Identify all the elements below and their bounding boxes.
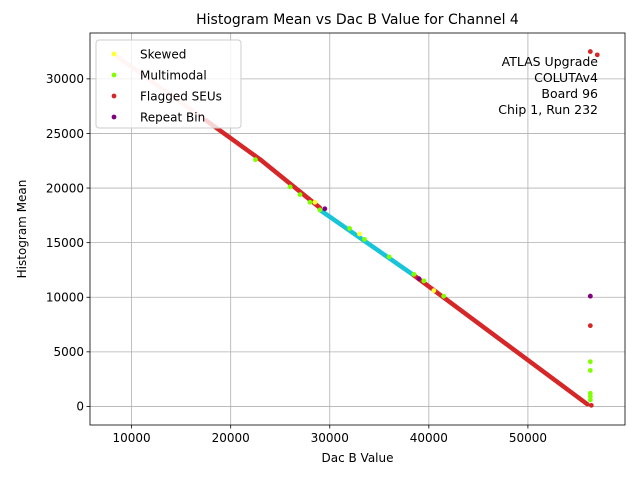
annotation-box: ATLAS Upgrade COLUTAv4 Board 96 Chip 1, …	[498, 54, 598, 117]
x-tick-label: 30000	[311, 431, 349, 445]
data-point	[421, 278, 427, 284]
data-point	[357, 231, 362, 237]
x-tick-label: 20000	[212, 431, 250, 445]
y-tick-label: 25000	[46, 127, 84, 141]
legend-frame	[95, 39, 242, 129]
y-tick-label: 30000	[46, 72, 84, 86]
data-point	[587, 359, 593, 365]
x-tick-label: 50000	[509, 431, 547, 445]
data-point	[317, 207, 323, 213]
data-point	[307, 199, 313, 205]
legend-marker	[111, 51, 117, 57]
data-point	[287, 184, 293, 190]
data-point	[416, 276, 422, 282]
y-axis-label: Histogram Mean	[15, 180, 29, 279]
data-point	[441, 293, 447, 299]
data-point	[253, 157, 258, 163]
data-point	[362, 236, 367, 242]
series-line-segment	[258, 157, 323, 210]
data-point	[587, 49, 593, 54]
data-point	[587, 368, 593, 373]
annotation-line: ATLAS Upgrade	[502, 54, 599, 69]
data-point	[587, 293, 593, 299]
chart-title: Histogram Mean vs Dac B Value for Channe…	[196, 12, 519, 28]
y-tick-label: 15000	[46, 236, 84, 250]
data-point	[594, 52, 600, 58]
data-point	[297, 192, 303, 198]
trend-segment	[317, 207, 417, 278]
data-point	[587, 323, 593, 329]
data-point	[312, 199, 318, 205]
data-point	[386, 254, 392, 260]
x-tick-label: 40000	[410, 431, 448, 445]
annotation-line: Board 96	[541, 86, 598, 101]
data-point	[431, 288, 437, 294]
legend-label: Skewed	[140, 47, 186, 61]
series-line-segment	[411, 273, 590, 407]
y-tick-label: 0	[76, 400, 84, 414]
legend-marker	[111, 93, 117, 99]
annotation-line: COLUTAv4	[534, 70, 598, 85]
tick-layer: 10000 20000 30000 40000 50000 0 5000 10000 15000…	[46, 72, 547, 445]
annotation-line: Chip 1, Run 232	[498, 102, 598, 117]
legend-marker	[111, 72, 117, 78]
data-point	[322, 206, 328, 212]
legend: Skewed Multimodal Flagged SEUs Repeat Bin	[95, 39, 242, 129]
x-axis-label: Dac B Value	[321, 451, 393, 465]
y-tick-label: 10000	[46, 291, 84, 305]
data-point	[411, 271, 417, 277]
x-tick-label: 10000	[113, 431, 151, 445]
y-tick-label: 5000	[53, 345, 84, 359]
legend-label: Multimodal	[140, 68, 207, 82]
y-tick-label: 20000	[46, 181, 84, 195]
legend-label: Repeat Bin	[140, 110, 205, 124]
legend-label: Flagged SEUs	[140, 89, 222, 103]
data-point	[347, 226, 352, 231]
data-point	[588, 402, 594, 408]
plot-frame	[89, 32, 626, 426]
data-point	[587, 397, 593, 403]
legend-marker	[111, 114, 117, 120]
